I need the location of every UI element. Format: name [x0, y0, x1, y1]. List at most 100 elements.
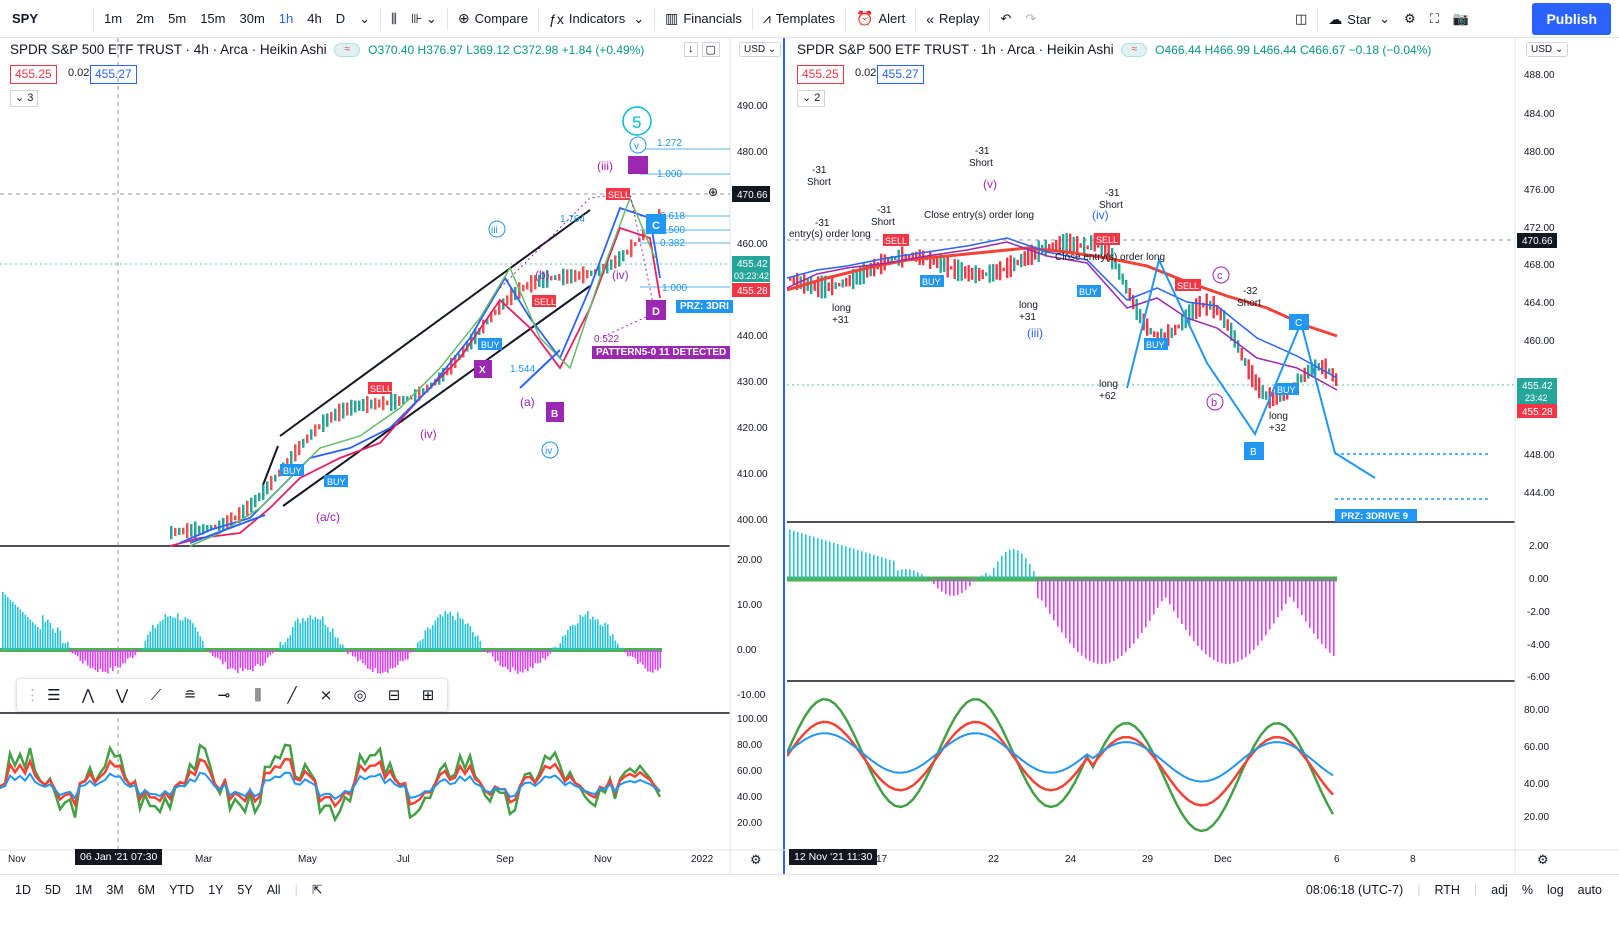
- clock-time[interactable]: 08:06:18 (UTC-7): [1305, 883, 1404, 897]
- left-chart-canvas[interactable]: 5 v iii iv 1.272 1.000 0.618 0.500 0.382…: [0, 38, 785, 874]
- drag-handle-icon[interactable]: ⋮: [25, 687, 40, 704]
- horizontal-lines-icon[interactable]: ☰: [47, 687, 61, 704]
- auto-toggle[interactable]: auto: [1577, 883, 1602, 897]
- candle: [1002, 267, 1005, 272]
- gear-icon[interactable]: ⚙: [1537, 852, 1549, 867]
- wave-iii-paren: (iii): [597, 159, 613, 173]
- compare-button[interactable]: ⊕ Compare: [451, 0, 535, 38]
- line-tool-icon[interactable]: ╱: [287, 687, 297, 704]
- histogram-bar: [377, 650, 379, 674]
- range-3m[interactable]: 3M: [106, 882, 124, 897]
- compare-label: Compare: [474, 11, 529, 26]
- indicator-collapse-button[interactable]: ⌄ 3: [10, 90, 39, 107]
- replay-button[interactable]: « Replay: [919, 0, 986, 38]
- camera-icon[interactable]: 📷: [1452, 11, 1469, 26]
- layout-menu-button[interactable]: ☁ Star ⌄: [1321, 0, 1397, 38]
- financials-button[interactable]: ▥ Financials: [658, 0, 749, 38]
- fullscreen-icon[interactable]: ⛶: [1429, 11, 1439, 26]
- timeframe-dropdown-chevron-icon[interactable]: ⌄: [359, 10, 371, 26]
- histogram-bar: [1233, 579, 1235, 664]
- gear-icon[interactable]: ⚙: [750, 852, 762, 867]
- bid-price-button[interactable]: 455.25: [797, 65, 844, 84]
- gear-icon[interactable]: ⚙: [1404, 11, 1416, 26]
- range-6m[interactable]: 6M: [137, 882, 156, 897]
- right-chart-pane[interactable]: -31 Short -31 entry(s) order long -31 Sh…: [787, 38, 1619, 896]
- right-time-axis[interactable]: 17 22 24 29 Dec 6 8: [876, 854, 1416, 865]
- symbol-search-button[interactable]: SPY: [12, 11, 39, 26]
- xabcd-pattern-icon[interactable]: ⨯: [319, 687, 333, 704]
- indicators-button[interactable]: ƒx Indicators ⌄: [542, 0, 651, 38]
- histogram-bar: [459, 618, 462, 650]
- timeframe-4h[interactable]: 4h: [307, 11, 322, 26]
- log-toggle[interactable]: log: [1546, 883, 1564, 897]
- undo-icon[interactable]: ↶: [1000, 10, 1012, 26]
- layout-split-icon[interactable]: ◫: [1295, 11, 1308, 26]
- fib-channel-icon[interactable]: ≘: [183, 687, 197, 704]
- left-chart-pane[interactable]: 5 v iii iv 1.272 1.000 0.618 0.500 0.382…: [0, 38, 785, 896]
- publish-button[interactable]: Publish: [1532, 3, 1611, 35]
- price-range-icon[interactable]: ⊟: [387, 687, 401, 704]
- ask-price-button[interactable]: 455.27: [90, 65, 137, 84]
- right-price-axis[interactable]: 488.00 484.00 480.00 476.00 472.00 468.0…: [1524, 70, 1555, 823]
- candle: [1233, 330, 1236, 348]
- date-range-picker-icon[interactable]: ⇱: [311, 883, 323, 897]
- osc2-tick: 60.00: [737, 766, 762, 777]
- bar-style-icon[interactable]: ⫼: [391, 10, 397, 26]
- currency-selector[interactable]: USD ⌄: [1526, 42, 1569, 57]
- range-5y[interactable]: 5Y: [237, 882, 253, 897]
- percent-toggle[interactable]: %: [1521, 883, 1533, 897]
- range-1d[interactable]: 1D: [15, 882, 31, 897]
- candle: [1261, 385, 1264, 400]
- bid-price-button[interactable]: 455.25: [10, 65, 57, 84]
- histogram-bar: [412, 650, 414, 652]
- timeframe-30m[interactable]: 30m: [239, 11, 265, 26]
- add-alert-icon[interactable]: ⊕: [708, 185, 718, 199]
- alert-button[interactable]: ⏰ Alert: [849, 0, 912, 38]
- timeframe-5m[interactable]: 5m: [168, 11, 187, 26]
- histogram-bar: [1161, 579, 1163, 602]
- ask-price-button[interactable]: 455.27: [877, 65, 924, 84]
- visibility-toggle-icon[interactable]: ≈: [1121, 43, 1148, 58]
- horizontal-ray-icon[interactable]: ⊸: [217, 687, 231, 704]
- candle: [1226, 319, 1229, 331]
- fib-spiral-icon[interactable]: ◎: [353, 687, 367, 704]
- timeframe-1m[interactable]: 1m: [104, 11, 123, 26]
- candle: [1181, 315, 1184, 331]
- range-ytd[interactable]: YTD: [169, 882, 195, 897]
- timeframe-15m[interactable]: 15m: [200, 11, 226, 26]
- candle: [964, 266, 967, 279]
- range-1m[interactable]: 1M: [74, 882, 93, 897]
- maximize-icon[interactable]: ▢: [701, 42, 720, 57]
- point-c-label: C: [652, 220, 660, 232]
- arrow-down-icon[interactable]: ↓: [684, 42, 698, 57]
- elliott-wave-icon[interactable]: ⋁: [115, 687, 129, 704]
- session-button[interactable]: RTH: [1434, 883, 1460, 897]
- histogram-bar: [222, 650, 224, 665]
- trend-line-icon[interactable]: ⟋: [150, 686, 162, 704]
- histogram-bar: [1025, 558, 1027, 579]
- left-price-axis[interactable]: 490.00 480.00 460.00 440.00 430.00 420.0…: [737, 101, 768, 829]
- templates-button[interactable]: ⩘ Templates: [756, 0, 842, 38]
- candle: [971, 267, 974, 280]
- currency-selector[interactable]: USD ⌄: [739, 42, 782, 57]
- indicator-collapse-button[interactable]: ⌄ 2: [797, 90, 826, 107]
- range-all[interactable]: All: [266, 882, 281, 897]
- histogram-bar: [464, 624, 467, 650]
- timeframe-1h[interactable]: 1h: [278, 11, 294, 26]
- vertical-lines-icon[interactable]: ⫼: [254, 686, 262, 704]
- abc-pattern-icon[interactable]: ⋀: [81, 687, 95, 704]
- visibility-toggle-icon[interactable]: ≈: [334, 43, 361, 58]
- left-time-axis[interactable]: Nov Mar May Jul Sep Nov 2022: [8, 854, 714, 865]
- histogram-bar: [224, 650, 227, 663]
- candle-style-icon[interactable]: ⊪ ⌄: [411, 10, 437, 26]
- range-1y[interactable]: 1Y: [208, 882, 224, 897]
- adj-toggle[interactable]: adj: [1491, 883, 1508, 897]
- right-chart-canvas[interactable]: -31 Short -31 entry(s) order long -31 Sh…: [787, 38, 1619, 874]
- date-range-icon[interactable]: ⊞: [421, 687, 435, 704]
- histogram-bar: [1149, 579, 1151, 621]
- histogram-bar: [189, 619, 192, 650]
- timeframe-2m[interactable]: 2m: [136, 11, 155, 26]
- timeframe-d[interactable]: D: [335, 11, 346, 26]
- redo-icon[interactable]: ↷: [1025, 10, 1037, 26]
- range-5d[interactable]: 5D: [44, 882, 61, 897]
